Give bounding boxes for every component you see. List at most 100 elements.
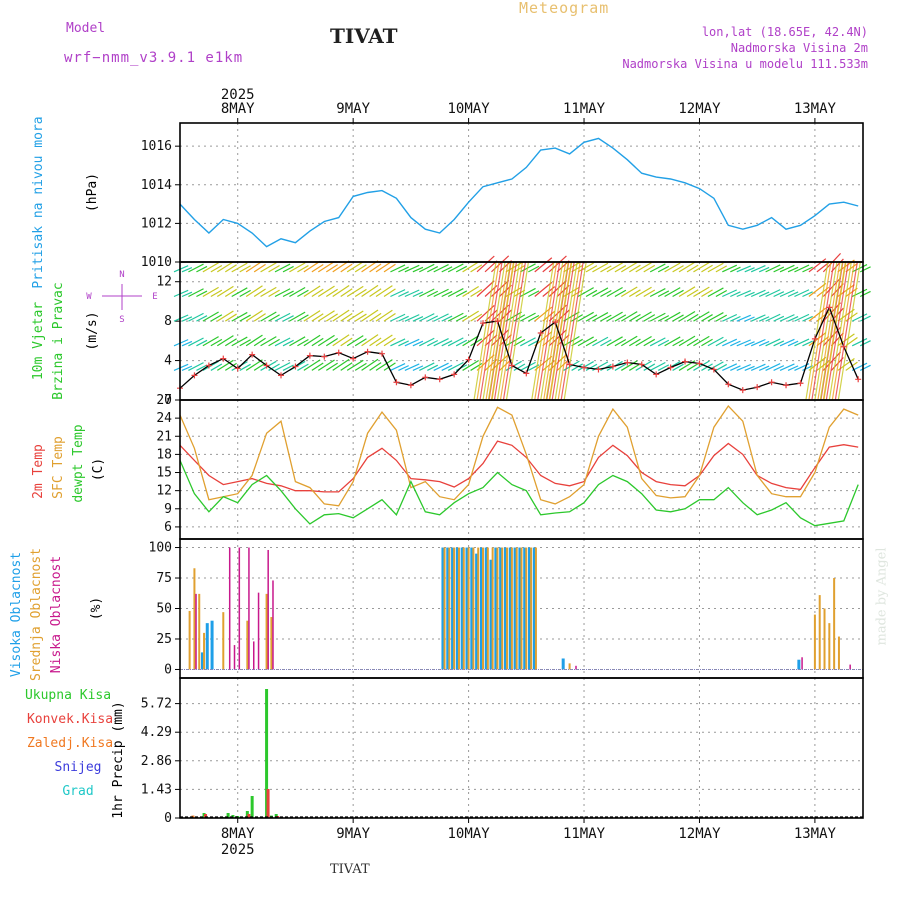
wind-barb [390, 338, 406, 347]
wind-barb [765, 338, 781, 347]
wind-barb [758, 365, 770, 371]
wind-barb [657, 364, 670, 371]
wind-barb [447, 312, 464, 322]
wind-barb [325, 362, 338, 371]
wind-barb [722, 289, 738, 298]
cloud-bar [233, 645, 236, 670]
wind-barb [787, 291, 799, 298]
wind-speed-marker [249, 351, 256, 358]
wind-barb [736, 314, 751, 322]
wind-barb [715, 314, 728, 322]
wind-barb [274, 362, 291, 371]
wind-barb [693, 286, 710, 298]
wind-barb [260, 311, 277, 322]
y-tick-label: 1.43 [141, 782, 172, 797]
wind-barb [462, 286, 479, 298]
cloud-bar [477, 547, 480, 670]
wind-barb [678, 335, 696, 347]
wind-barb [787, 340, 799, 347]
y-tick-label: 75 [156, 571, 172, 586]
t2m-label: 2m Temp [31, 444, 46, 499]
wind-barb [765, 313, 781, 322]
wind-barb [707, 262, 724, 273]
wind-barb [548, 329, 567, 347]
wind-barb [325, 313, 338, 322]
wind-barb [311, 337, 324, 347]
wind-barb [744, 365, 755, 371]
wind-barb [794, 338, 810, 347]
wind-barb [750, 338, 766, 347]
cloud-bar [467, 547, 470, 670]
y-tick-label: 1014 [141, 178, 172, 193]
wind-speed-marker [826, 304, 833, 311]
wind-barb [859, 340, 871, 347]
wind-barb [375, 309, 393, 322]
wind-barb [210, 314, 223, 322]
precip-bar [204, 814, 208, 818]
wind-barb [317, 334, 335, 347]
wind-barb [268, 363, 280, 371]
wind-barb [715, 363, 728, 371]
wind-barb [398, 315, 409, 322]
cloud-bar [494, 547, 498, 670]
wind-barb [216, 335, 234, 347]
wind-barb [340, 312, 353, 322]
wind-gust-barb [502, 261, 527, 401]
wind-barb [730, 291, 741, 298]
wind-barb [447, 263, 464, 273]
wind-barb [758, 291, 770, 298]
wind-speed-marker [638, 361, 645, 368]
wind-barb [210, 363, 223, 371]
wind-barb [736, 265, 751, 273]
wind-barb [859, 266, 871, 273]
wind-speed-marker [581, 364, 588, 371]
wind-barb [297, 338, 309, 347]
wind-barb [383, 362, 396, 371]
wind-barb [585, 265, 598, 273]
wind-gust-barb [545, 261, 569, 401]
wind-barb [520, 312, 536, 322]
wind-barb [181, 316, 193, 322]
cloud-bar [508, 547, 512, 670]
wind-barb [317, 359, 335, 371]
wind-gust-barb [482, 261, 506, 401]
wind-barb [340, 362, 353, 371]
wind-barb [859, 364, 871, 371]
cloud-bar [270, 617, 273, 670]
wind-barb [455, 339, 468, 347]
wind-barb [260, 262, 277, 273]
wind-barb [577, 361, 594, 371]
wind-barb [629, 289, 641, 298]
top-day-label: 8MAY [221, 101, 255, 117]
wind-gust-barb [814, 261, 838, 401]
wind-barb [303, 260, 321, 273]
wind-gust-barb [505, 261, 530, 401]
wind-barb [722, 363, 738, 371]
cloud-bar [228, 547, 231, 670]
wind-speed-marker [465, 356, 472, 363]
bottom-day-label: 9MAY [336, 826, 370, 842]
wind-barb [701, 314, 713, 322]
precip-legend-4: Grad [62, 784, 93, 799]
wind-barb [369, 263, 382, 273]
wind-barb [224, 338, 237, 347]
wind-speed-marker [263, 362, 270, 369]
wind-barb [274, 337, 291, 347]
wind-barb [332, 285, 350, 297]
wind-speed-marker [335, 349, 342, 356]
low-cloud-label: Niska Oblacnost [49, 556, 64, 673]
wind-gust-barb [560, 261, 584, 401]
wind-barb [744, 267, 755, 273]
wind-barb [260, 336, 277, 347]
wind-barb [390, 264, 406, 273]
wind-barb [678, 310, 696, 322]
cloud-bar [470, 547, 474, 670]
wind-barb [643, 363, 656, 371]
wind-barb [830, 258, 844, 273]
wind-barb [433, 337, 449, 347]
wind-barb [701, 338, 713, 347]
wind-speed-marker [407, 382, 414, 389]
wind-barb [202, 311, 219, 322]
wind-barb [600, 265, 612, 273]
wind-barb [354, 313, 367, 322]
